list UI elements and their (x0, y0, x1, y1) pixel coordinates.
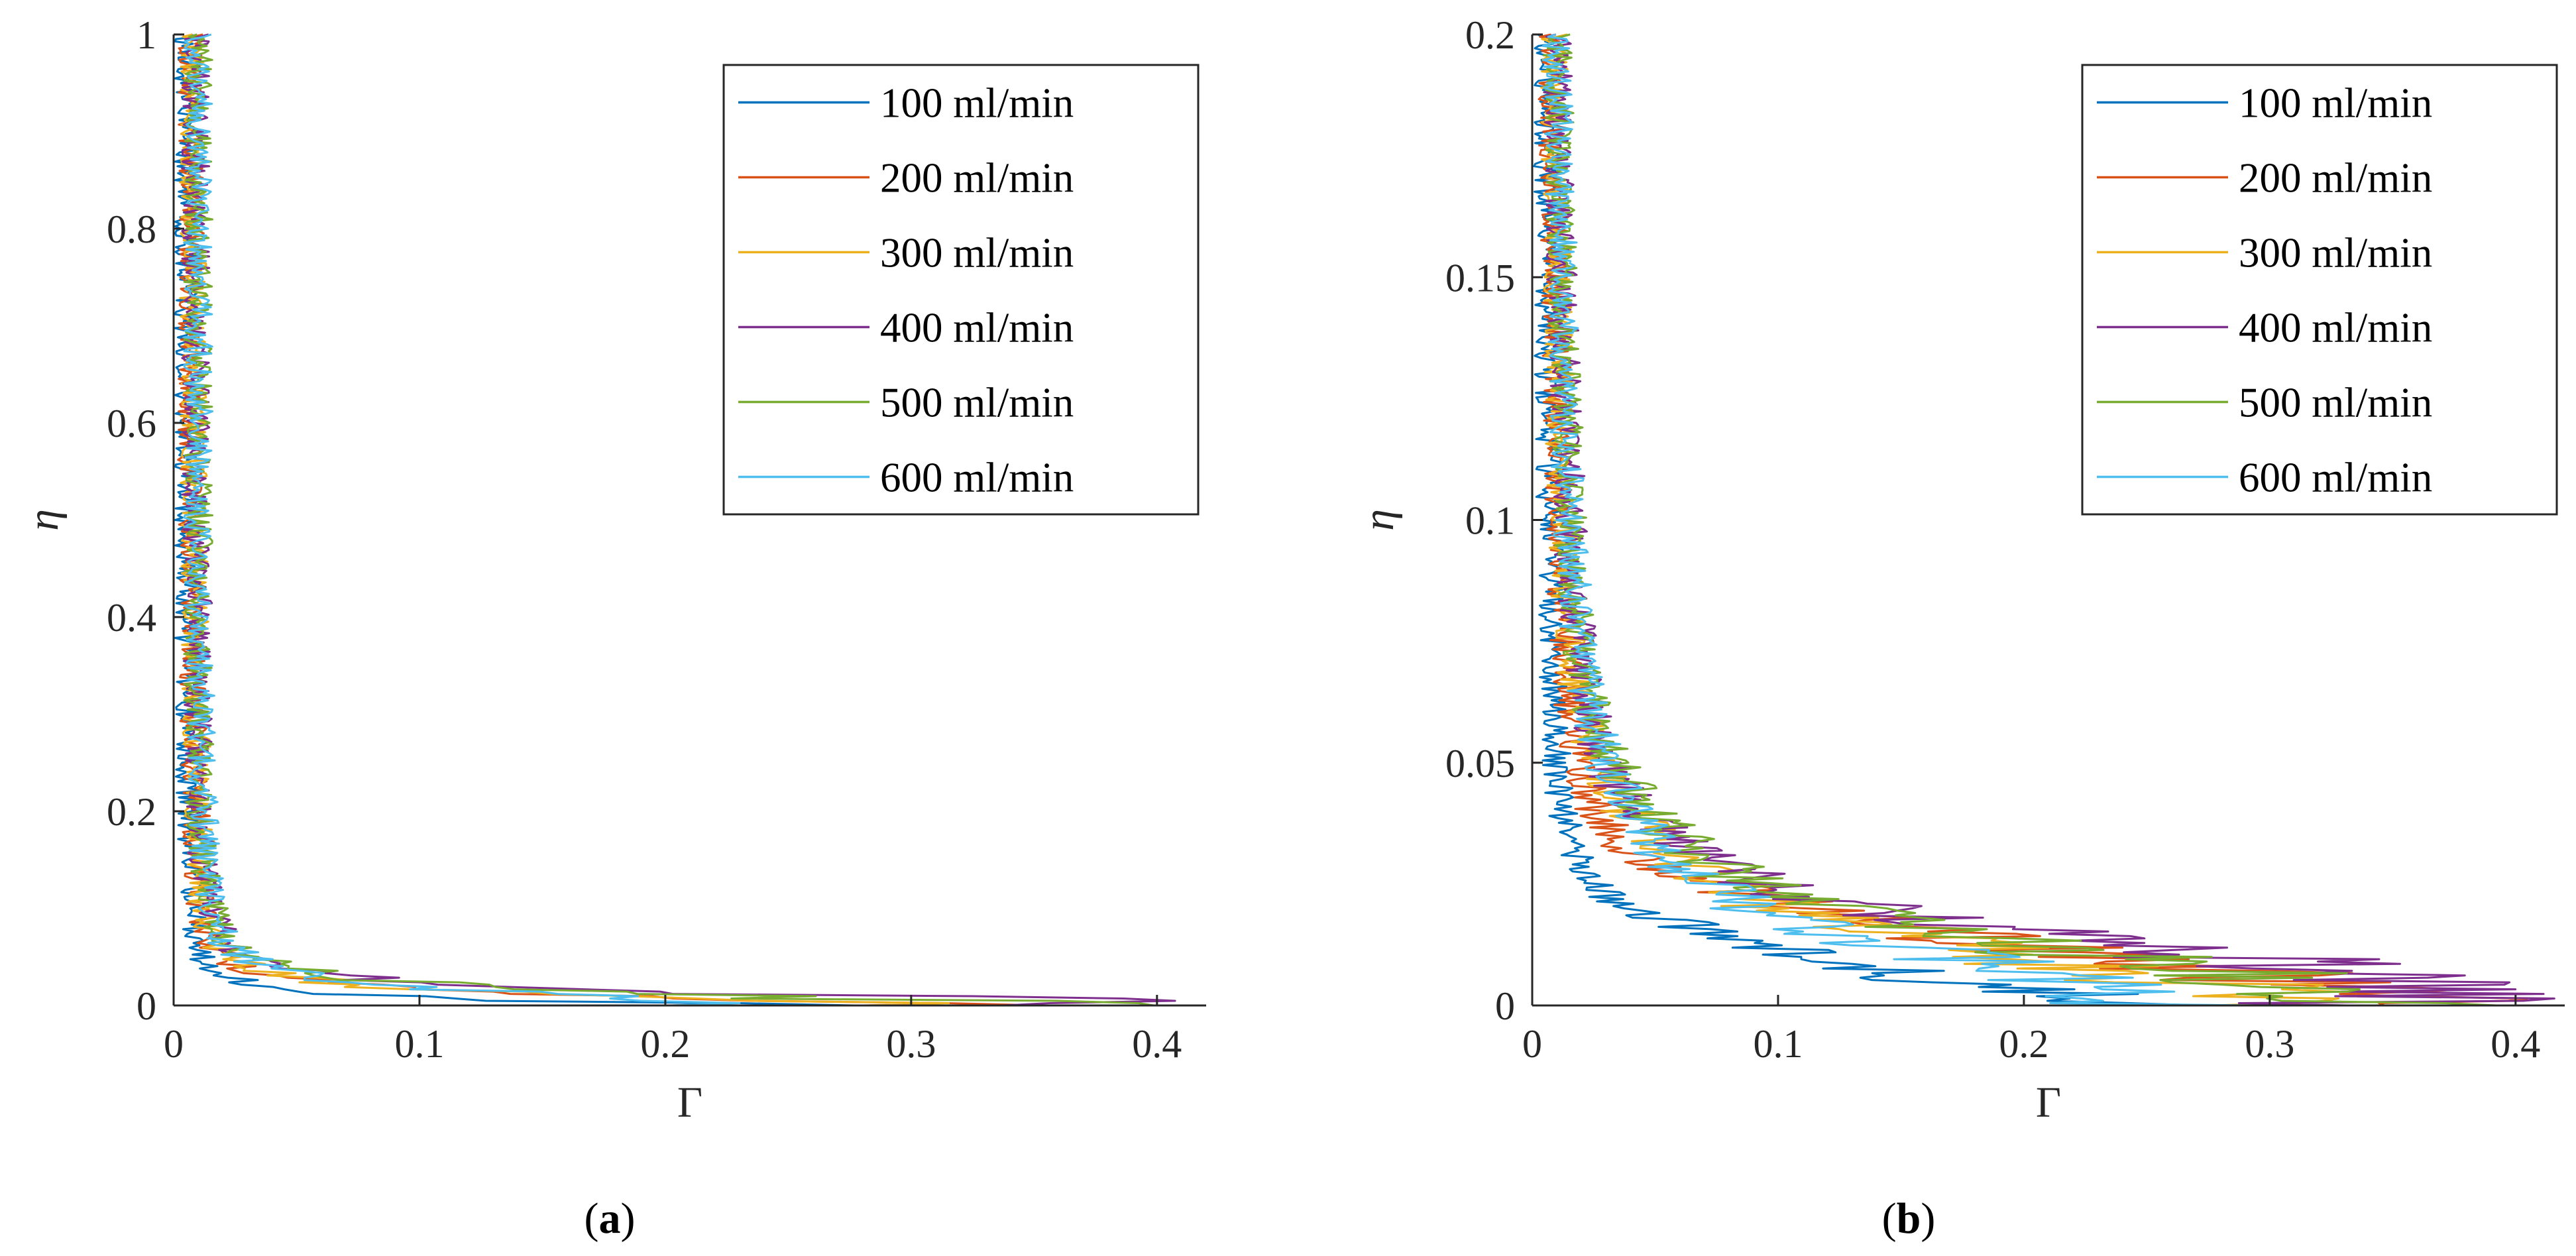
panel-b-y-tick-label: 0.15 (1445, 256, 1515, 300)
panel-a-x-tick-label: 0.1 (394, 1022, 444, 1066)
panel-b-x-tick-label: 0.4 (2491, 1022, 2540, 1066)
panel-b-legend-label: 400 ml/min (2239, 305, 2432, 351)
panel-b-y-tick-label: 0.1 (1465, 499, 1515, 543)
panel-b-legend-label: 500 ml/min (2239, 380, 2432, 426)
panel-b-y-axis-label: η (1355, 509, 1403, 531)
panel-b-x-tick-label: 0.2 (1999, 1022, 2048, 1066)
panel-a-series-6-line (183, 33, 741, 1007)
panel-a-label: (a) (585, 1194, 636, 1243)
panel-b-x-tick-label: 0.3 (2245, 1022, 2294, 1066)
panel-a-x-tick-label: 0.4 (1132, 1022, 1182, 1066)
panel-a-legend-box (722, 64, 1200, 516)
panel-b: (b) 0 0.1 0.2 0.3 0.4 0 0.05 0.1 0.15 0.2 Γη 100 ml… (1355, 13, 2565, 1243)
panel-b-legend-label: 600 ml/min (2239, 455, 2432, 501)
panel-b-series-1-line (1533, 33, 2202, 1007)
panel-b-legend-label: 100 ml/min (2239, 80, 2432, 127)
panel-b-y-tick-label: 0.05 (1445, 742, 1515, 785)
panel-a-x-tick-label: 0 (164, 1022, 184, 1066)
panel-a-y-tick-label: 0.4 (107, 596, 156, 640)
panel-a-legend-label: 400 ml/min (880, 305, 1074, 351)
panel-a-y-tick-label: 0.6 (107, 402, 156, 445)
panel-a-legend-label: 500 ml/min (880, 380, 1074, 426)
panel-a-y-tick-label: 0.8 (107, 207, 156, 251)
panel-a-x-tick-label: 0.3 (886, 1022, 936, 1066)
panel-b-y-tick-label: 0 (1495, 984, 1515, 1028)
panel-b-legend-label: 300 ml/min (2239, 230, 2432, 276)
panel-a-y-tick-label: 0.2 (107, 790, 156, 834)
panel-b-legend-label: 200 ml/min (2239, 155, 2432, 201)
panel-b-y-tick-label: 0.2 (1465, 13, 1515, 57)
panel-b-x-tick-label: 0.1 (1753, 1022, 1803, 1066)
panel-a-legend-label: 100 ml/min (880, 80, 1074, 127)
panel-a-x-axis-label: Γ (677, 1078, 702, 1127)
panel-a-y-tick-label: 0 (137, 984, 156, 1028)
panel-a-y-axis-label: η (19, 509, 68, 531)
panel-a-legend-label: 300 ml/min (880, 230, 1074, 276)
panel-b-legend-box (2081, 64, 2558, 516)
panel-b-series-6-line (1541, 33, 2257, 1007)
panel-b-label: (b) (1882, 1194, 1936, 1243)
panel-a-legend-label: 600 ml/min (880, 455, 1074, 501)
panel-b-legend: 100 ml/min 200 ml/min 300 ml/min 400 ml/min… (2081, 64, 2558, 516)
panel-a: (a) 0 0.1 0.2 0.3 0.4 0 0.2 0.4 0.6 0.8 1 Γη 100 ml/… (19, 13, 1206, 1243)
panel-a-series-2-line (177, 33, 1044, 1007)
panel-a-y-tick-label: 1 (137, 13, 156, 57)
panel-b-x-axis-label: Γ (2036, 1078, 2061, 1127)
panel-a-legend: 100 ml/min 200 ml/min 300 ml/min 400 ml/min… (722, 64, 1200, 516)
panel-a-legend-label: 200 ml/min (880, 155, 1074, 201)
panel-a-series-1-line (174, 33, 854, 1007)
panel-b-x-tick-label: 0 (1522, 1022, 1542, 1066)
panel-a-x-tick-label: 0.2 (640, 1022, 690, 1066)
